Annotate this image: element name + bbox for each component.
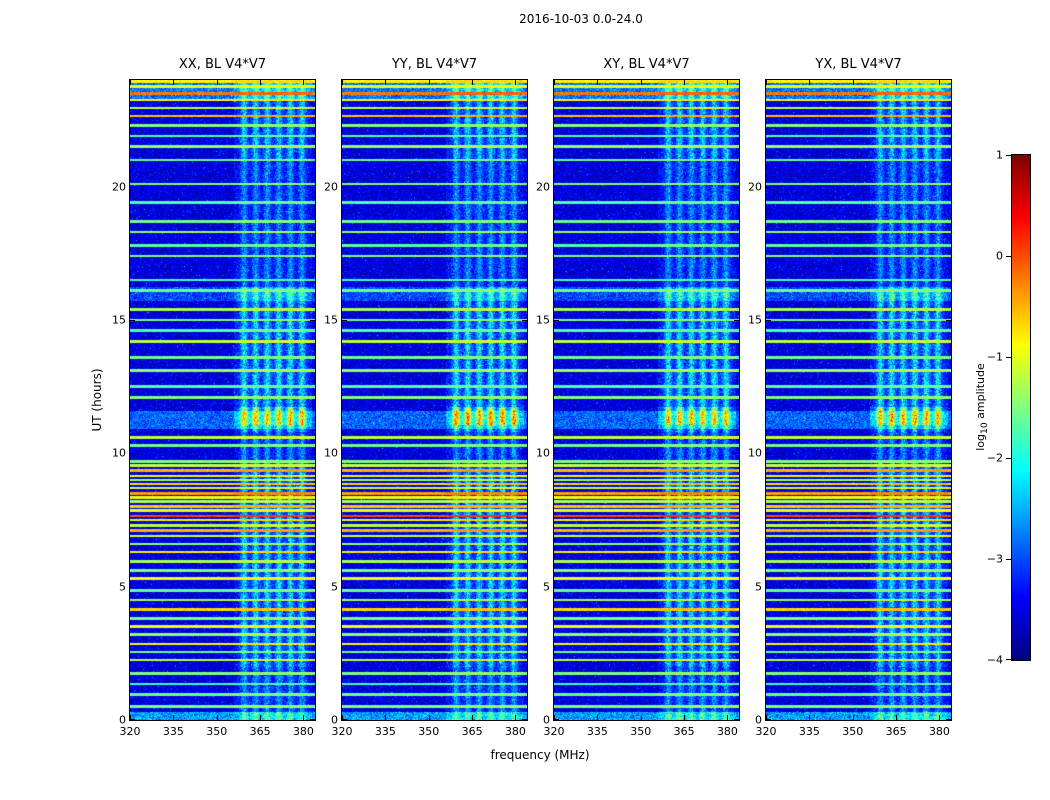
colorbar-tick-label: −1 <box>986 350 1003 364</box>
y-tick-label: 0 <box>119 713 126 727</box>
y-tick-label: 20 <box>112 180 126 194</box>
heatmap-canvas-yx <box>765 79 952 721</box>
y-tick-label: 10 <box>324 446 338 460</box>
colorbar-tick-label: −3 <box>986 552 1003 566</box>
colorbar-tick <box>1006 559 1011 560</box>
y-tick-label: 20 <box>324 180 338 194</box>
x-tick-label: 320 <box>331 725 353 738</box>
colorbar-label: log10 amplitude <box>974 363 990 451</box>
x-tick-label: 320 <box>543 725 565 738</box>
y-tick-label: 15 <box>748 313 762 327</box>
x-tick-label: 320 <box>755 725 777 738</box>
panel-title-xx: XX, BL V4*V7 <box>178 57 267 72</box>
y-tick-label: 15 <box>112 313 126 327</box>
heatmap-canvas-yy <box>341 79 528 721</box>
x-tick-label: 350 <box>418 725 440 738</box>
colorbar-tick-label: 0 <box>996 249 1003 263</box>
panel-title-yx: YX, BL V4*V7 <box>815 57 902 72</box>
colorbar: 1 0 −1 −2 −3 −4 log10 amplitude <box>974 149 1031 667</box>
panel-yy: YY, BL V4*V7 320 335 350 365 380 0 5 10 15 20 <box>324 57 528 738</box>
x-tick-label: 335 <box>798 725 820 738</box>
x-axis-label: frequency (MHz) <box>490 748 590 762</box>
colorbar-label-suffix: amplitude <box>973 363 987 423</box>
y-tick-label: 15 <box>324 313 338 327</box>
colorbar-tick-label: −2 <box>986 451 1003 465</box>
panel-yx: YX, BL V4*V7 320 335 350 365 380 0 5 10 15 20 <box>748 57 952 738</box>
y-tick-label: 5 <box>331 580 338 594</box>
colorbar-label-prefix: log <box>973 433 987 451</box>
y-tick-label: 5 <box>543 580 550 594</box>
y-tick-label: 10 <box>536 446 550 460</box>
heatmap-canvas-xx <box>129 79 316 721</box>
colorbar-label-sub: 10 <box>979 422 991 434</box>
x-tick-label: 335 <box>374 725 396 738</box>
colorbar-tick <box>1006 458 1011 459</box>
x-tick-label: 380 <box>716 725 738 738</box>
colorbar-tick <box>1006 256 1011 257</box>
y-tick-label: 0 <box>331 713 338 727</box>
y-tick-label: 20 <box>536 180 550 194</box>
y-tick-label: 5 <box>119 580 126 594</box>
colorbar-canvas <box>1011 154 1031 661</box>
panel-xx: XX, BL V4*V7 320 335 350 365 380 0 5 10 15 20 <box>112 57 316 738</box>
y-tick-label: 5 <box>755 580 762 594</box>
panel-title-xy: XY, BL V4*V7 <box>603 57 690 72</box>
y-tick-label: 0 <box>543 713 550 727</box>
x-tick-label: 380 <box>504 725 526 738</box>
y-tick-label: 20 <box>748 180 762 194</box>
x-tick-label: 365 <box>249 725 271 738</box>
x-tick-label: 365 <box>461 725 483 738</box>
panel-xy: XY, BL V4*V7 320 335 350 365 380 0 5 10 15 20 <box>536 57 740 738</box>
x-tick-label: 335 <box>586 725 608 738</box>
colorbar-tick <box>1006 357 1011 358</box>
x-tick-label: 350 <box>206 725 228 738</box>
panel-title-yy: YY, BL V4*V7 <box>391 57 478 72</box>
y-tick-label: 15 <box>536 313 550 327</box>
x-tick-label: 335 <box>162 725 184 738</box>
x-tick-label: 365 <box>885 725 907 738</box>
y-tick-label: 10 <box>748 446 762 460</box>
colorbar-tick <box>1006 155 1011 156</box>
y-tick-label: 10 <box>112 446 126 460</box>
colorbar-tick-label: −4 <box>986 653 1003 667</box>
x-tick-label: 380 <box>292 725 314 738</box>
x-tick-label: 350 <box>630 725 652 738</box>
figure-title: 2016-10-03 0.0-24.0 <box>519 12 643 26</box>
y-axis-label: UT (hours) <box>90 368 104 432</box>
x-tick-label: 320 <box>119 725 141 738</box>
colorbar-tick <box>1006 659 1011 660</box>
colorbar-tick-label: 1 <box>996 148 1003 162</box>
x-tick-label: 380 <box>928 725 950 738</box>
heatmap-canvas-xy <box>553 79 740 721</box>
x-tick-label: 350 <box>842 725 864 738</box>
x-tick-label: 365 <box>673 725 695 738</box>
y-tick-label: 0 <box>755 713 762 727</box>
